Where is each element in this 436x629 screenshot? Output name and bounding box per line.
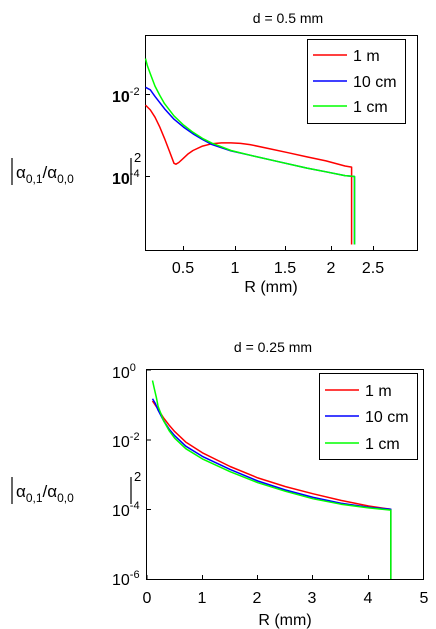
chart-bottom-ylabel: α0,1/α0,0 2 xyxy=(11,469,141,505)
chart-bottom: d = 0.25 mm α0,1/α0,0 2 1 m 10 cm 1 cm xyxy=(11,339,429,629)
chart-top-legend-label-1m: 1 m xyxy=(353,48,380,65)
chart-bottom-xtick-label-3: 3 xyxy=(308,590,317,607)
chart-bottom-ytick-label-1e0: 100 xyxy=(112,362,136,382)
chart-top-xtick-label-1.5: 1.5 xyxy=(274,260,296,277)
chart-top-ytick-base-1e-2: 10 xyxy=(112,89,130,106)
chart-top-legend-label-10cm: 10 cm xyxy=(353,74,397,91)
chart-bottom-ylabel-slash: / xyxy=(43,482,48,501)
chart-top-ylabel-num-sub: 0,1 xyxy=(26,172,43,186)
chart-bottom-ytick-label-1e-4: 10-4 xyxy=(112,500,140,520)
chart-bottom-xtick-label-1: 1 xyxy=(198,590,207,607)
chart-top-ytick-label-1e-2: 10-2 xyxy=(112,86,140,106)
chart-top-xtick-label-2: 2 xyxy=(327,260,336,277)
chart-bottom-legend: 1 m 10 cm 1 cm xyxy=(319,373,418,460)
chart-bottom-xtick-label-4: 4 xyxy=(364,590,373,607)
chart-bottom-xtick-label-2: 2 xyxy=(253,590,262,607)
chart-top-legend: 1 m 10 cm 1 cm xyxy=(307,39,406,124)
chart-bottom-ytick-exp-1e-2: -2 xyxy=(130,431,140,443)
chart-top-legend-label-1cm: 1 cm xyxy=(353,99,388,116)
chart-top-xticks: 0.5 1 1.5 2 2.5 xyxy=(172,246,384,277)
chart-top-series xyxy=(144,58,356,245)
chart-top-ylabel-slash: / xyxy=(43,163,48,182)
chart-top-series-line-1cm xyxy=(144,58,356,245)
chart-top-ylabel-text: α0,1/α0,0 xyxy=(16,163,74,186)
chart-top-title: d = 0.5 mm xyxy=(253,10,323,26)
chart-bottom-yticks: 100 10-2 10-4 10-6 xyxy=(112,362,151,589)
chart-bottom-xticks: 0 1 2 3 4 5 xyxy=(143,575,429,607)
chart-top-ytick-exp-1e-2: -2 xyxy=(130,86,140,98)
chart-bottom-ytick-base-1e-2: 10 xyxy=(112,434,130,451)
chart-bottom-ylabel-alpha1: α xyxy=(16,482,26,501)
chart-bottom-title: d = 0.25 mm xyxy=(234,339,312,355)
chart-bottom-ytick-label-1e-2: 10-2 xyxy=(112,431,140,451)
chart-bottom-xtick-label-0: 0 xyxy=(143,590,152,607)
chart-bottom-ylabel-exp: 2 xyxy=(134,469,141,484)
chart-top-ylabel-exp: 2 xyxy=(134,150,141,165)
chart-bottom-legend-label-1cm: 1 cm xyxy=(365,436,400,453)
chart-bottom-series-line-1cm xyxy=(151,380,392,579)
chart-top: d = 0.5 mm α0,1/α0,0 2 1 m 10 cm 1 cm xyxy=(11,10,418,296)
chart-bottom-ytick-exp-1e-6: -6 xyxy=(130,569,140,581)
chart-top-xtick-label-2.5: 2.5 xyxy=(362,260,384,277)
chart-top-ylabel-den-sub: 0,0 xyxy=(57,172,74,186)
chart-bottom-xtick-label-5: 5 xyxy=(420,590,429,607)
chart-top-series-line-1m xyxy=(144,104,353,245)
chart-top-ytick-base-1e-4: 10 xyxy=(112,171,130,188)
chart-bottom-ylabel-num-sub: 0,1 xyxy=(26,491,43,505)
chart-bottom-ytick-label-1e-6: 10-6 xyxy=(112,569,140,589)
chart-bottom-ylabel-text: α0,1/α0,0 xyxy=(16,482,74,505)
chart-bottom-ytick-base-1e-4: 10 xyxy=(112,503,130,520)
chart-top-xtick-label-1: 1 xyxy=(231,260,240,277)
chart-bottom-legend-label-10cm: 10 cm xyxy=(365,409,409,426)
chart-bottom-ytick-exp-1e0: 0 xyxy=(130,362,136,374)
chart-bottom-series xyxy=(151,380,392,579)
chart-bottom-legend-box xyxy=(319,373,418,460)
chart-bottom-xlabel: R (mm) xyxy=(258,612,311,629)
chart-top-ytick-label-1e-4: 10-4 xyxy=(112,168,140,188)
chart-bottom-legend-label-1m: 1 m xyxy=(365,383,392,400)
chart-top-xlabel: R (mm) xyxy=(244,279,297,296)
chart-top-ylabel: α0,1/α0,0 2 xyxy=(11,150,141,186)
chart-bottom-ytick-base-1e0: 10 xyxy=(112,365,130,382)
chart-top-xtick-label-0.5: 0.5 xyxy=(172,260,194,277)
chart-bottom-ylabel-alpha2: α xyxy=(47,482,57,501)
chart-bottom-ylabel-den-sub: 0,0 xyxy=(57,491,74,505)
chart-top-ytick-exp-1e-4: -4 xyxy=(130,168,140,180)
chart-bottom-ytick-base-1e-6: 10 xyxy=(112,572,130,589)
chart-top-yticks: 10-2 10-4 xyxy=(112,86,150,188)
chart-top-ylabel-alpha1: α xyxy=(16,163,26,182)
chart-bottom-ytick-exp-1e-4: -4 xyxy=(130,500,140,512)
chart-top-ylabel-alpha2: α xyxy=(47,163,57,182)
